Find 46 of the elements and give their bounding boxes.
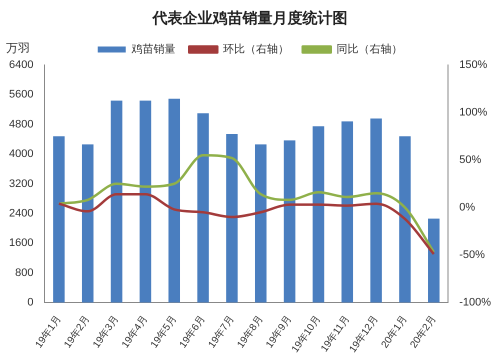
bar: [312, 126, 324, 303]
y-tick-label: 4000: [8, 148, 34, 160]
bar: [342, 121, 354, 303]
y-tick-label: 3200: [8, 178, 34, 190]
bar: [428, 218, 440, 303]
y-tick-label: 2400: [8, 207, 34, 220]
x-tick-label: 19年4月: [119, 313, 150, 350]
y2-tick-label: 50%: [459, 154, 482, 166]
x-tick-label: 19年1月: [32, 313, 64, 350]
chart-title: 代表企业鸡苗销量月度统计图: [152, 9, 348, 28]
line-series: [58, 192, 436, 256]
bar: [197, 113, 209, 303]
bar: [53, 136, 65, 303]
x-tick-label: 19年8月: [234, 313, 266, 350]
x-tick-label: 19年7月: [206, 313, 237, 350]
y2-tick-label: 0%: [459, 202, 476, 214]
bar: [140, 100, 152, 303]
y-tick-label: 6400: [8, 59, 34, 72]
y-axis-title: 万羽: [6, 41, 30, 56]
bar: [399, 136, 411, 303]
y2-tick-label: -100%: [459, 296, 492, 309]
x-tick-label: 20年2月: [408, 313, 438, 350]
y-tick-label: 800: [15, 266, 34, 279]
bar: [254, 144, 267, 303]
y2-tick-label: 150%: [459, 59, 488, 72]
bar: [284, 140, 296, 303]
legend-label: 环比（右轴）: [222, 42, 289, 56]
y-tick-label: 0: [27, 296, 34, 309]
bar: [226, 134, 238, 303]
y2-tick-label: 100%: [459, 106, 488, 119]
x-tick-label: 20年1月: [378, 313, 410, 350]
y-tick-label: 5600: [8, 88, 34, 101]
bar: [168, 98, 180, 303]
x-tick-label: 19年3月: [90, 313, 122, 350]
bar: [82, 144, 94, 303]
legend-label: 鸡苗销量: [130, 42, 176, 56]
x-tick-label: 19年5月: [148, 313, 179, 350]
line-series: [58, 154, 436, 254]
legend-label: 同比（右轴）: [336, 42, 402, 56]
bar: [370, 118, 382, 303]
y-tick-label: 4800: [8, 118, 34, 130]
y2-tick-label: -50%: [459, 249, 486, 262]
x-tick-label: 19年2月: [62, 313, 92, 350]
y-tick-label: 1600: [8, 237, 34, 250]
x-tick-label: 19年6月: [176, 313, 208, 350]
bar: [110, 100, 122, 303]
